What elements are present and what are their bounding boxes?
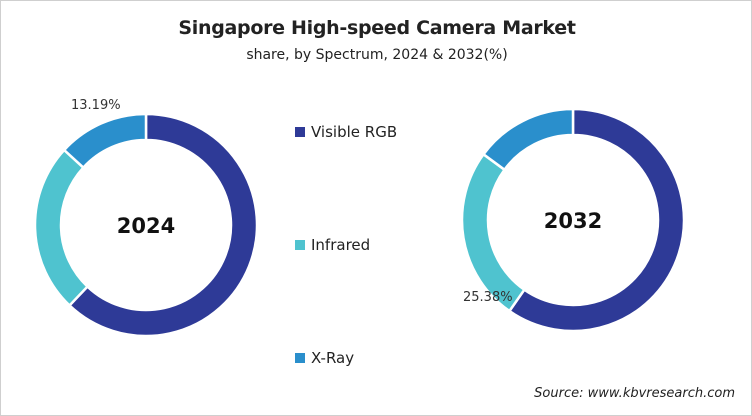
legend-swatch [295, 127, 305, 137]
donut-slice-infrared [460, 152, 527, 313]
donut-slice-visible-rgb [67, 112, 259, 338]
source-note: Source: www.kbvresearch.com [534, 386, 735, 401]
legend-item-infrared: Infrared [295, 236, 370, 254]
donut-slice-visible-rgb [507, 107, 686, 333]
legend-swatch [295, 353, 305, 363]
legend-item-visible-rgb: Visible RGB [295, 123, 397, 141]
legend-label: Infrared [311, 236, 371, 254]
center-label: 2024 [117, 214, 175, 238]
center-label: 2032 [544, 209, 602, 233]
donut-slice-infrared [33, 148, 90, 308]
legend-label: X-Ray [311, 349, 355, 367]
legend-swatch [295, 240, 305, 250]
legend-item-x-ray: X-Ray [295, 349, 354, 367]
data-label: 13.19% [71, 98, 121, 113]
chart-subtitle: share, by Spectrum, 2024 & 2032(%) [246, 47, 508, 63]
chart-title: Singapore High-speed Camera Market [178, 17, 576, 39]
donut-slice-x-ray [481, 107, 575, 172]
data-label: 25.38% [463, 290, 513, 305]
donut-slice-x-ray [62, 112, 148, 170]
legend-label: Visible RGB [311, 123, 398, 141]
